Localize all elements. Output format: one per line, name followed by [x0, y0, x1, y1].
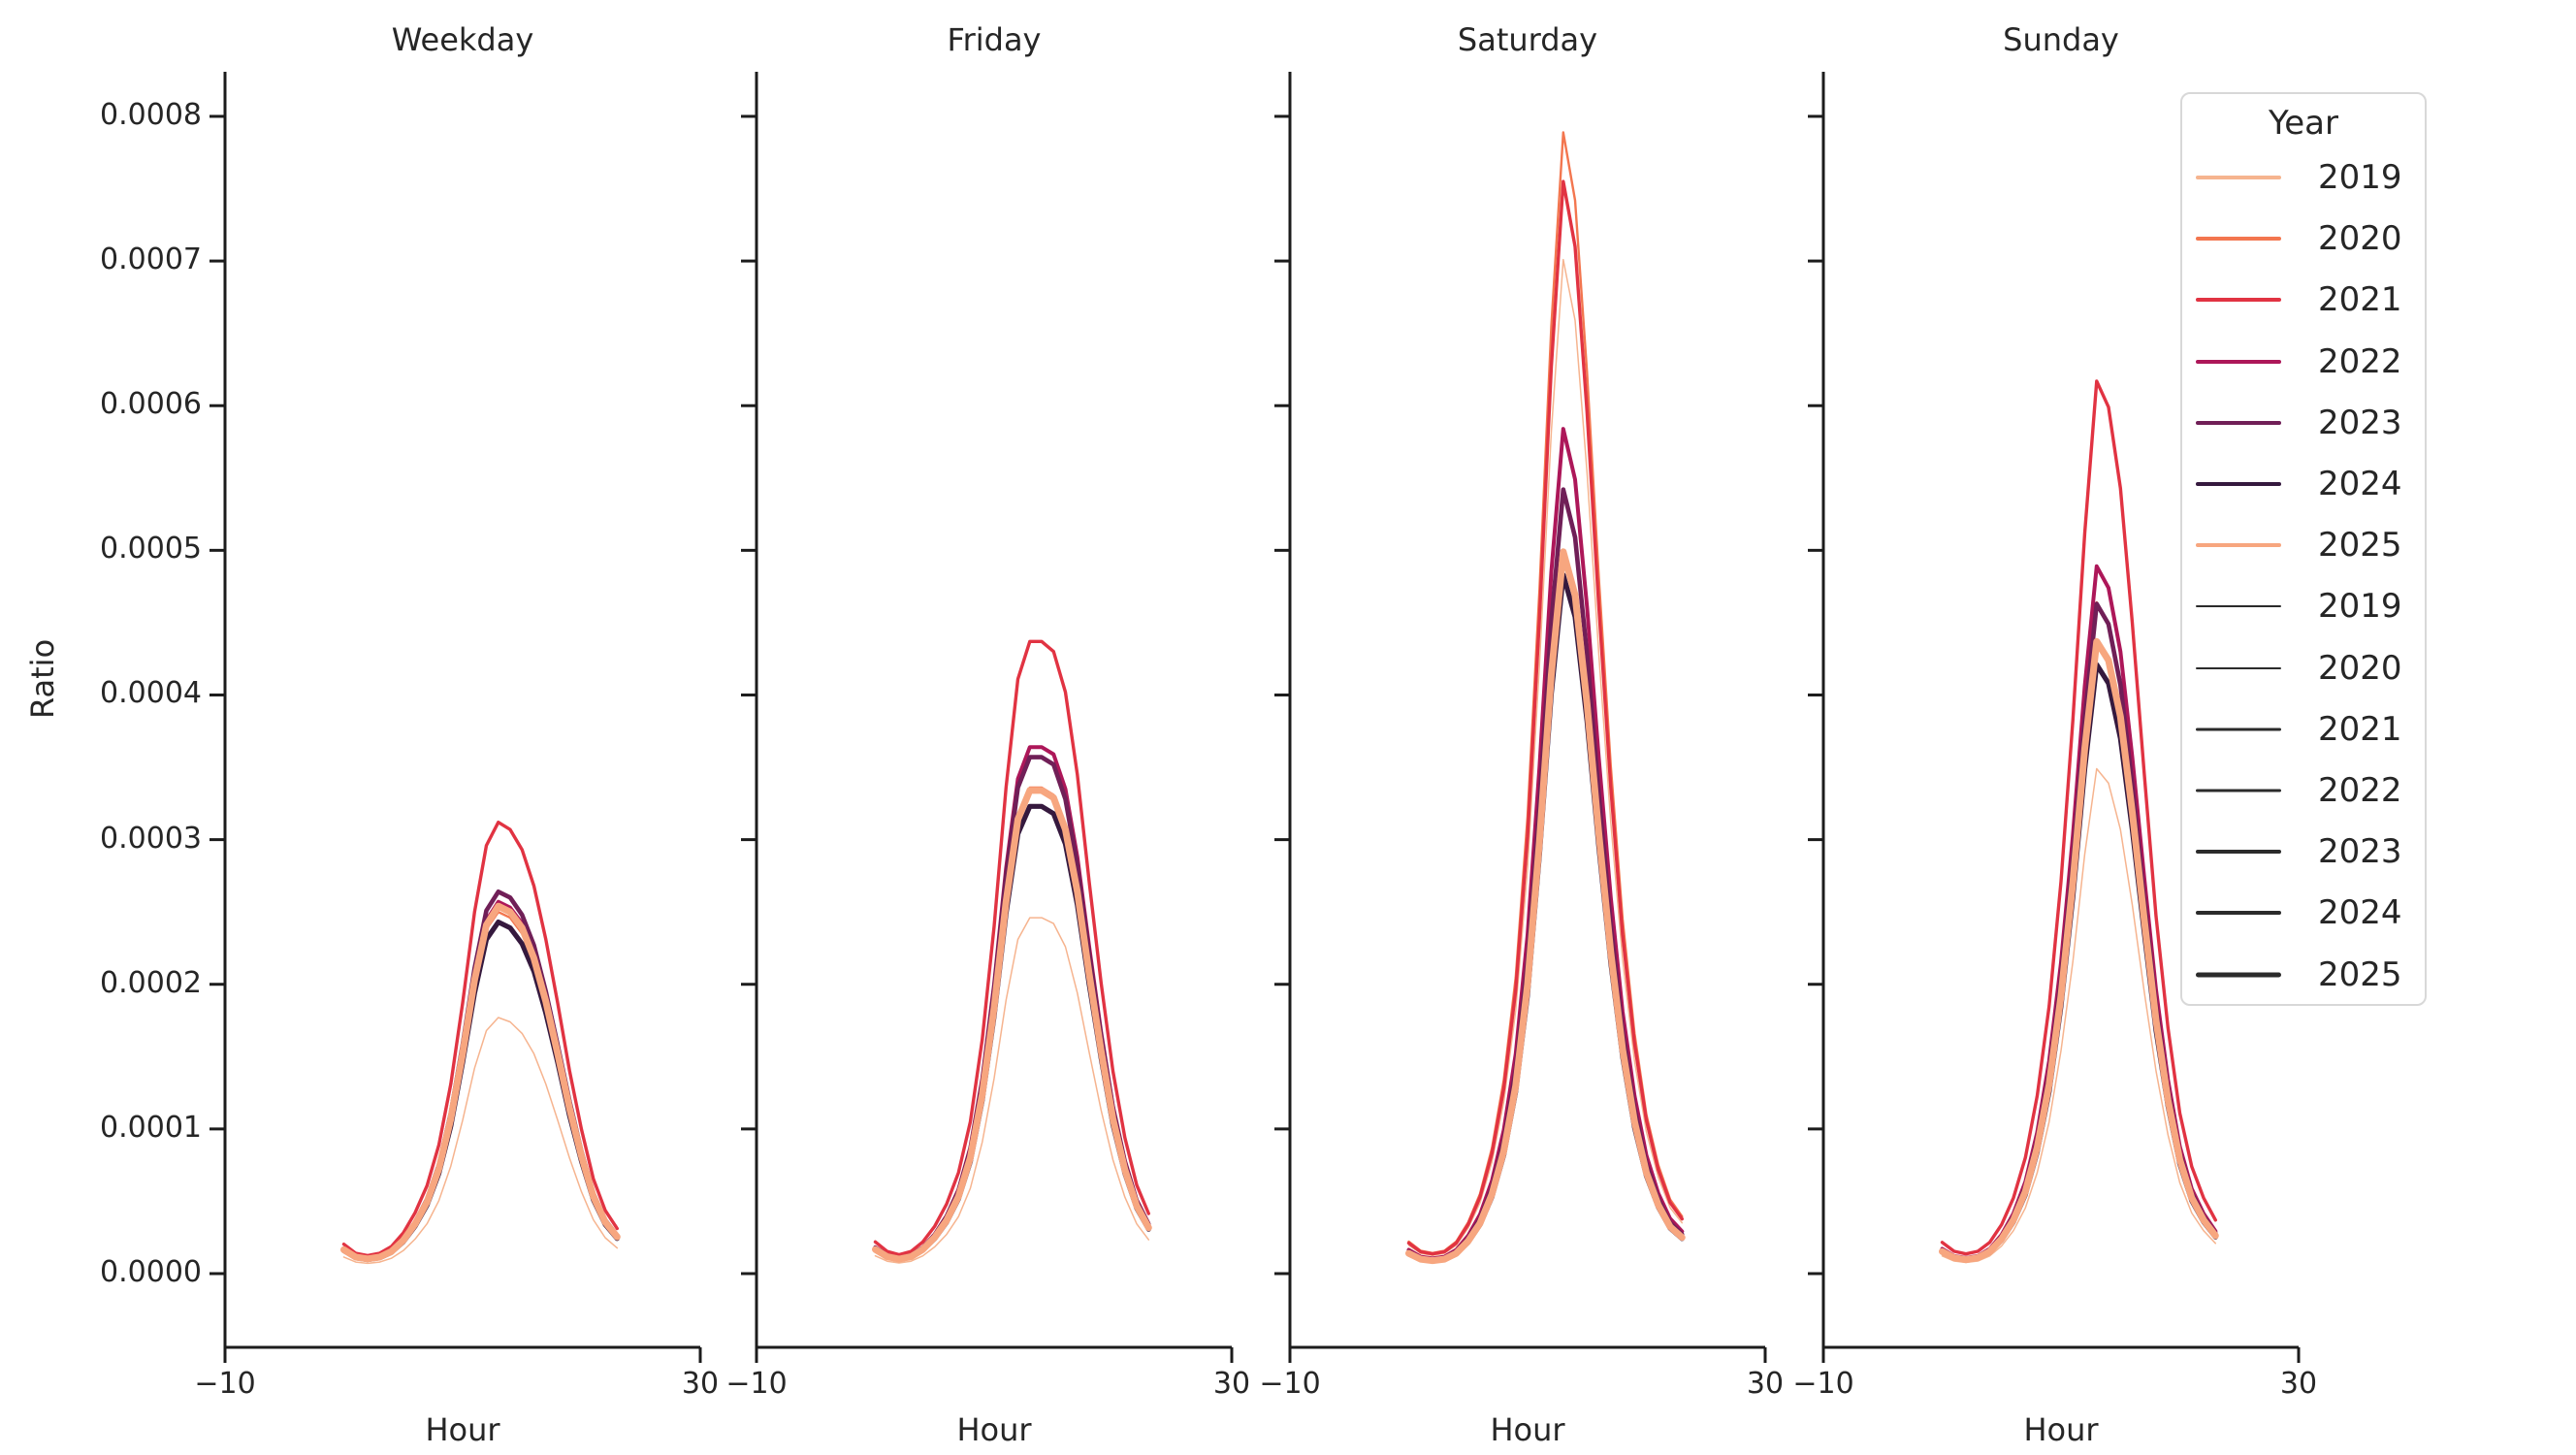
legend-label: 2019	[2318, 587, 2402, 627]
y-tick-label: 0.0005	[100, 532, 202, 566]
x-axis-label: Hour	[425, 1411, 500, 1448]
series-line-friday-2021	[873, 639, 1151, 1257]
legend-swatch-line	[2196, 298, 2281, 303]
legend-label: 2025	[2318, 954, 2402, 994]
series-line-saturday-2025	[1405, 548, 1686, 1265]
series-line-weekday-2025	[340, 902, 621, 1263]
y-tick-label: 0.0006	[100, 387, 202, 422]
series-line-weekday-2019	[342, 1017, 619, 1265]
series-line-weekday-2021	[341, 821, 619, 1258]
x-axis-label: Hour	[1490, 1411, 1565, 1448]
x-tick-label: −10	[194, 1367, 256, 1401]
x-tick-label: −10	[725, 1367, 788, 1401]
legend-title: Year	[2269, 104, 2338, 143]
series-line-saturday-2019	[1407, 258, 1684, 1256]
legend-swatch-line	[2196, 666, 2281, 669]
series-line-friday-2019	[874, 917, 1150, 1264]
y-tick-label: 0.0002	[100, 965, 202, 1000]
y-tick-label: 0.0003	[100, 821, 202, 856]
legend-box: Year 2019 2020 2021 2022 2023 2024 2025 2019 202…	[2180, 92, 2427, 1006]
y-tick-label: 0.0008	[100, 97, 202, 132]
panel-title-weekday: Weekday	[391, 21, 534, 58]
x-tick-label: −10	[1259, 1367, 1321, 1401]
legend-label: 2025	[2318, 526, 2402, 566]
legend-swatch-line	[2196, 482, 2281, 486]
legend-label: 2021	[2318, 280, 2402, 320]
legend-swatch-line	[2196, 850, 2281, 855]
panel-title-sunday: Sunday	[2003, 21, 2119, 58]
legend-label: 2022	[2318, 771, 2402, 810]
legend-label: 2023	[2318, 403, 2402, 442]
x-tick-label: 30	[681, 1367, 720, 1401]
panel-title-saturday: Saturday	[1457, 21, 1598, 58]
legend-label: 2024	[2318, 465, 2402, 503]
y-tick-label: 0.0007	[100, 242, 202, 277]
legend-swatch-line	[2196, 972, 2281, 978]
y-tick-label: 0.0001	[100, 1110, 202, 1145]
x-axis-label: Hour	[2023, 1411, 2099, 1448]
legend-label: 2023	[2318, 832, 2402, 872]
series-line-sunday-2025	[1939, 637, 2219, 1264]
legend-label: 2020	[2318, 648, 2402, 688]
x-tick-label: −10	[1792, 1367, 1854, 1401]
legend-swatch-line	[2196, 605, 2281, 608]
legend-swatch-line	[2196, 789, 2281, 792]
series-line-sunday-2019	[1941, 767, 2217, 1264]
legend-swatch-line	[2196, 543, 2281, 548]
legend-label: 2024	[2318, 893, 2402, 933]
y-tick-label: 0.0004	[100, 676, 202, 711]
legend-swatch-line	[2196, 728, 2281, 731]
x-tick-label: 30	[1746, 1367, 1785, 1401]
legend-swatch-line	[2196, 237, 2281, 242]
legend-label: 2019	[2318, 158, 2402, 197]
legend-swatch-line	[2196, 359, 2281, 364]
x-tick-label: 30	[1212, 1367, 1251, 1401]
series-line-weekday-2024	[340, 919, 620, 1263]
x-axis-label: Hour	[956, 1411, 1032, 1448]
series-line-sunday-2021	[1940, 379, 2218, 1256]
legend-label: 2021	[2318, 709, 2402, 749]
series-line-friday-2025	[872, 787, 1152, 1263]
x-tick-label: 30	[2279, 1367, 2318, 1401]
series-line-saturday-2021	[1406, 179, 1685, 1256]
legend-label: 2022	[2318, 341, 2402, 381]
legend-swatch-line	[2196, 911, 2281, 916]
legend-swatch-line	[2196, 176, 2281, 179]
panel-title-friday: Friday	[947, 21, 1042, 58]
legend-swatch-line	[2196, 420, 2281, 425]
series-line-friday-2023	[873, 755, 1151, 1261]
legend-label: 2020	[2318, 219, 2402, 259]
y-tick-label: 0.0000	[100, 1255, 202, 1289]
